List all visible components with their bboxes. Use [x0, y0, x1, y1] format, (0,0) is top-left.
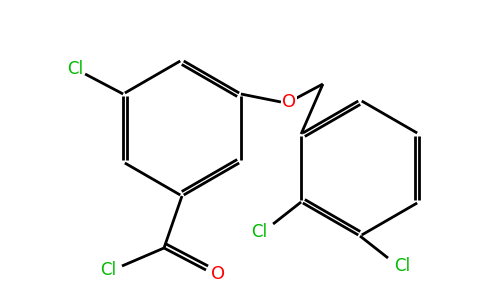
Text: O: O [211, 265, 225, 283]
Text: O: O [282, 93, 296, 111]
Text: Cl: Cl [100, 261, 116, 279]
Text: Cl: Cl [67, 60, 83, 78]
Text: Cl: Cl [251, 223, 267, 241]
Text: Cl: Cl [394, 257, 410, 275]
